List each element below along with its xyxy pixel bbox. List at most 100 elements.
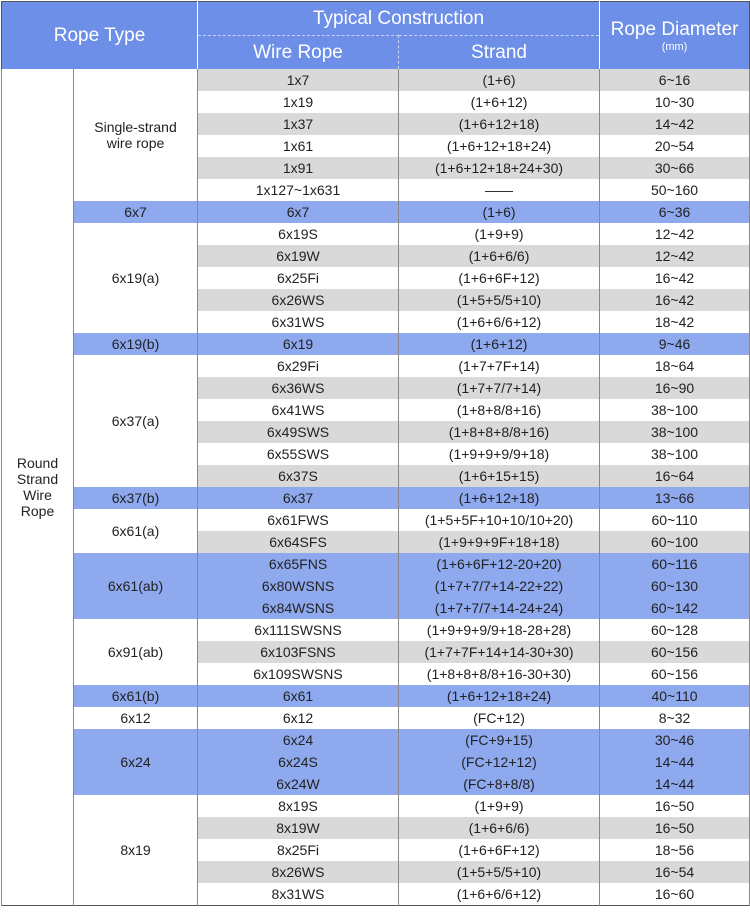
table-row: 6x37(b) 6x37 (1+6+12+18) 13~66 [2, 487, 750, 509]
strand-cell: (1+7+7/7+14-24+24) [397, 597, 601, 619]
diameter-cell: 6~16 [599, 69, 750, 91]
group-cell: 6x61(a) [73, 509, 198, 553]
wire-rope-cell: 1x7 [197, 69, 399, 91]
header-text: Rope Diameter [610, 18, 739, 40]
diameter-cell: 9~46 [599, 333, 750, 355]
diameter-cell: 60~156 [599, 663, 750, 685]
diameter-cell: 16~42 [599, 289, 750, 311]
table-row: 6x24W (FC+8+8/8) 14~44 [2, 773, 750, 795]
diameter-cell: 38~100 [599, 443, 750, 465]
diameter-cell: 16~60 [599, 883, 750, 906]
wire-rope-cell: 6x36WS [197, 377, 399, 399]
strand-cell: (1+5+5/5+10) [397, 289, 601, 311]
table-row: 6x61(a) 6x61FWS (1+5+5F+10+10/10+20) 60~110 [2, 509, 750, 553]
diameter-cell: 30~46 [599, 729, 750, 751]
table-row: 8x31WS (1+6+6/6+12) 16~60 [2, 883, 750, 906]
strand-cell: (1+6+12+18+24+30) [397, 157, 601, 179]
strand-cell: (1+6+12) [397, 91, 601, 113]
strand-cell: (1+5+5/5+10) [397, 861, 601, 883]
table-row: 6x41WS (1+8+8/8+16) 38~100 [2, 399, 750, 421]
diameter-cell: 50~160 [599, 179, 750, 201]
diameter-cell: 60~142 [599, 597, 750, 619]
strand-cell: (1+6) [397, 201, 601, 223]
table-row: 6x12 6x12 (FC+12) 8~32 [2, 707, 750, 729]
strand-cell: (FC+12) [397, 707, 601, 729]
wire-rope-cell: 6x61 [197, 685, 399, 707]
strand-cell: (1+9+9) [397, 223, 601, 245]
diameter-cell: 60~110 [599, 509, 750, 531]
diameter-cell: 16~54 [599, 861, 750, 883]
strand-cell: (FC+8+8/8) [397, 773, 601, 795]
diameter-cell: 14~44 [599, 773, 750, 795]
diameter-cell: 8~32 [599, 707, 750, 729]
wire-rope-cell: 6x111SWSNS [197, 619, 399, 641]
strand-cell: (FC+9+15) [397, 729, 601, 751]
table-row: 6x109SWSNS (1+8+8+8/8+16-30+30) 60~156 [2, 663, 750, 685]
wire-rope-cell: 1x127~1x631 [197, 179, 399, 201]
strand-cell: (1+6+12+18+24) [397, 685, 601, 707]
table-row: 6x26WS (1+5+5/5+10) 16~42 [2, 289, 750, 311]
diameter-cell: 10~30 [599, 91, 750, 113]
wire-rope-cell: 6x49SWS [197, 421, 399, 443]
wire-rope-cell: 1x19 [197, 91, 399, 113]
diameter-cell: 6~36 [599, 201, 750, 223]
strand-cell: (1+6+12+18) [397, 113, 601, 135]
table-row: 1x19 (1+6+12) 10~30 [2, 91, 750, 113]
group-cell: Single-strand wire rope [73, 69, 198, 201]
wire-rope-cell: 6x64SFS [197, 531, 399, 553]
wire-rope-cell: 6x41WS [197, 399, 399, 421]
strand-cell: (1+7+7/7+14) [397, 377, 601, 399]
wire-rope-cell: 1x91 [197, 157, 399, 179]
table-row: 6x24 6x24 (FC+9+15) 30~46 [2, 729, 750, 795]
table-row: 8x19W (1+6+6/6) 16~50 [2, 817, 750, 839]
group-cell: 6x37(b) [73, 487, 198, 509]
wire-rope-cell: 6x7 [197, 201, 399, 223]
diameter-cell: 38~100 [599, 399, 750, 421]
group-cell: 6x61(ab) [73, 553, 198, 619]
table-row: 6x37S (1+6+15+15) 16~64 [2, 465, 750, 487]
wire-rope-cell: 6x29Fi [197, 355, 399, 377]
strand-cell: (1+5+5F+10+10/10+20) [397, 509, 601, 531]
group-cell: 6x24 [73, 729, 198, 795]
diameter-cell: 30~66 [599, 157, 750, 179]
table-row: 1x127~1x631 —— 50~160 [2, 179, 750, 201]
diameter-cell: 16~90 [599, 377, 750, 399]
strand-cell: (1+8+8+8/8+16-30+30) [397, 663, 601, 685]
strand-cell: (1+6+6/6) [397, 245, 601, 267]
group-cell: 6x12 [73, 707, 198, 729]
table-row: 6x25Fi (1+6+6F+12) 16~42 [2, 267, 750, 289]
strand-cell: (1+9+9+9F+18+18) [397, 531, 601, 553]
table-row: 6x37(a) 6x29Fi (1+7+7F+14) 18~64 [2, 355, 750, 487]
wire-rope-cell: 6x103FSNS [197, 641, 399, 663]
wire-rope-cell: 8x19S [197, 795, 399, 817]
diameter-cell: 16~64 [599, 465, 750, 487]
wire-rope-cell: 6x12 [197, 707, 399, 729]
strand-cell: (1+6+6F+12-20+20) [397, 553, 601, 575]
strand-cell: (1+6+15+15) [397, 465, 601, 487]
wire-rope-cell: 6x24S [197, 751, 399, 773]
diameter-cell: 12~42 [599, 223, 750, 245]
strand-cell: (1+8+8/8+16) [397, 399, 601, 421]
diameter-cell: 12~42 [599, 245, 750, 267]
wire-rope-cell: 6x84WSNS [197, 597, 399, 619]
wire-rope-cell: 8x26WS [197, 861, 399, 883]
diameter-cell: 16~50 [599, 795, 750, 817]
strand-cell: (1+6+6/6+12) [397, 311, 601, 333]
group-cell: 6x61(b) [73, 685, 198, 707]
table-row: 6x80WSNS (1+7+7/7+14-22+22) 60~130 [2, 575, 750, 597]
table-row: 8x25Fi (1+6+6F+12) 18~56 [2, 839, 750, 861]
diameter-cell: 40~110 [599, 685, 750, 707]
wire-rope-cell: 6x65FNS [197, 553, 399, 575]
strand-cell: (1+8+8+8/8+16) [397, 421, 601, 443]
category-cell: Round Strand Wire Rope [1, 69, 74, 906]
table-row: 6x91(ab) 6x111SWSNS (1+9+9+9/9+18-28+28) 60… [2, 619, 750, 685]
table-row: 1x37 (1+6+12+18) 14~42 [2, 113, 750, 135]
strand-cell: (1+7+7F+14) [397, 355, 601, 377]
header-cell: Strand [398, 35, 601, 69]
strand-cell: (1+7+7F+14+14-30+30) [397, 641, 601, 663]
header-row: Rope Type Typical Construction Rope Diam… [1, 1, 750, 69]
table-body: Round Strand Wire Rope Single-strand wire… [1, 69, 750, 906]
wire-rope-cell: 6x24 [197, 729, 399, 751]
table-row: 6x7 6x7 (1+6) 6~36 [2, 201, 750, 223]
